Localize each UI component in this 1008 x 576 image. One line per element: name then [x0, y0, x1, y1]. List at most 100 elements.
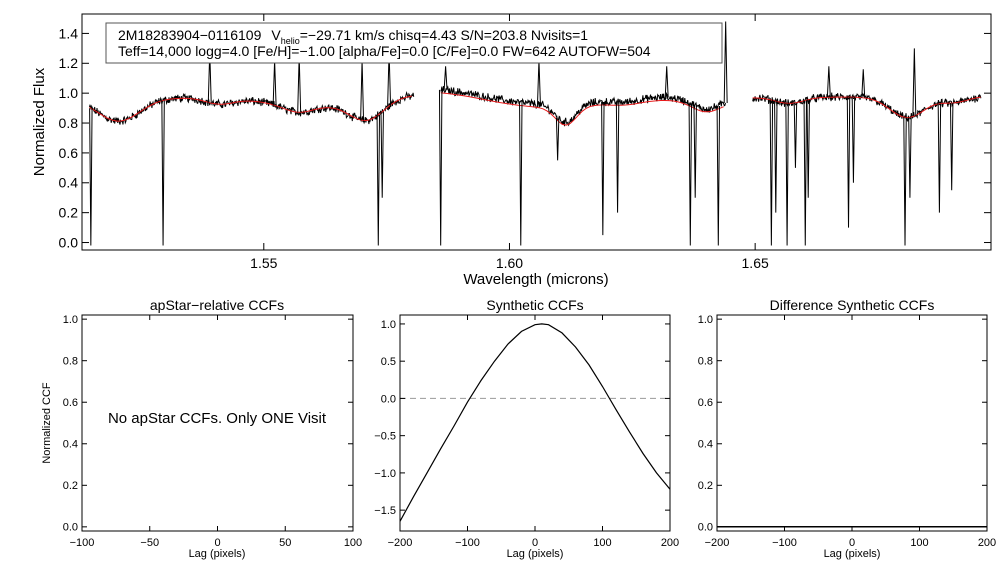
apstar-ccf-message: No apStar CCFs. Only ONE Visit: [108, 410, 327, 427]
spectrum-emission-spike: [826, 66, 831, 98]
apstar-ccf-xlabel: Lag (pixels): [189, 548, 246, 560]
difference-ccf-ytick-label: 0.8: [698, 356, 713, 368]
spectrum-bad-pixel-spike: [161, 100, 165, 246]
spectrum-ytick-label: 0.2: [59, 205, 79, 221]
spectrum-bad-pixel-spike: [949, 103, 954, 191]
spectrum-xtick-label: 1.55: [250, 255, 277, 271]
difference-ccf-ytick-label: 0.2: [698, 480, 713, 492]
difference-ccf-axes: −200 −100 0 100 200 0.0 0.2 0.4 0.6 0.8 1.0: [698, 314, 996, 549]
spectrum-bad-pixel-spike: [376, 114, 381, 246]
spectrum-info-line1: 2M18283904−0116109 Vhelio=−29.71 km/s chi…: [118, 27, 588, 46]
spectrum-xlabel: Wavelength (microns): [463, 271, 608, 288]
spectrum-ytick-label: 0.0: [59, 234, 79, 250]
spectrum-ytick-label: 0.4: [59, 175, 79, 191]
spectrum-chip-2-model: [440, 92, 724, 126]
spectrum-emission-spike: [272, 60, 277, 106]
synthetic-ccf-ytick-label: 0.0: [381, 393, 396, 405]
difference-ccf-xtick-label: 100: [910, 537, 928, 549]
difference-ccf-xtick-label: 200: [978, 537, 996, 549]
spectrum-bad-pixel-spike: [688, 103, 693, 246]
spectrum-bad-pixel-spike: [793, 102, 798, 168]
synthetic-ccf-xtick-label: −100: [455, 537, 480, 549]
apstar-ccf-xtick-label: 0: [214, 537, 220, 549]
apstar-ccf-axes: −100 −50 0 50 100 0.0 0.2 0.4 0.6 0.8 1.0: [63, 314, 362, 549]
difference-ccf-panel: Difference Synthetic CCFs −200 −100 0 100 20…: [698, 297, 996, 560]
spectrum-bad-pixel-spike: [89, 108, 93, 246]
synthetic-ccf-title: Synthetic CCFs: [486, 297, 583, 313]
synthetic-ccf-ytick-label: −0.5: [374, 431, 396, 443]
spectrum-bad-pixel-spike: [555, 117, 560, 161]
synthetic-ccf-xtick-label: −200: [388, 537, 413, 549]
difference-ccf-ytick-label: 0.0: [698, 522, 713, 534]
synthetic-ccf-panel: Synthetic CCFs −200 −100 0 100 200 −1.5 −1.0 −0…: [374, 297, 679, 560]
synthetic-ccf-xtick-label: 0: [532, 537, 538, 549]
spectrum-xtick-label: 1.65: [742, 255, 769, 271]
spectrum-bad-pixel-spike: [438, 89, 443, 246]
spectrum-xtick-label: 1.60: [496, 255, 523, 271]
synthetic-ccf-xtick-label: 100: [593, 537, 611, 549]
apstar-ccf-xtick-label: 100: [344, 537, 362, 549]
synthetic-ccf-ytick-label: −1.0: [374, 468, 396, 480]
spectrum-bad-pixel-spike: [716, 105, 721, 246]
spectrum-bad-pixel-spike: [601, 101, 605, 236]
spectrum-bad-pixel-spike: [693, 105, 697, 198]
spectrum-ylabel: Normalized Flux: [31, 67, 48, 176]
spectrum-emission-spike: [443, 66, 448, 91]
apstar-ccf-ytick-label: 0.0: [63, 522, 78, 534]
spectrum-bad-pixel-spike: [785, 103, 789, 246]
spectrum-ytick-label: 1.2: [59, 55, 79, 71]
apstar-ccf-title: apStar−relative CCFs: [150, 297, 284, 313]
difference-ccf-frame: [716, 314, 988, 532]
difference-ccf-ytick-label: 1.0: [698, 314, 713, 326]
spectrum-bad-pixel-spike: [806, 99, 810, 198]
synthetic-ccf-curve: [399, 323, 671, 522]
spectrum-emission-spike: [861, 69, 866, 98]
difference-ccf-ytick-label: 0.6: [698, 397, 713, 409]
spectrum-bad-pixel-spike: [908, 117, 912, 198]
spectrum-emission-spike: [536, 60, 541, 105]
spectrum-emission-spike: [360, 60, 365, 121]
synthetic-ccf-axes: −200 −100 0 100 200 −1.5 −1.0 −0.5 0.0 0.5 1.0: [374, 315, 679, 549]
difference-ccf-xlabel: Lag (pixels): [824, 548, 881, 560]
spectrum-bad-pixel-spike: [615, 102, 620, 213]
synthetic-ccf-ytick-label: 0.5: [381, 356, 396, 368]
apstar-ccf-panel: apStar−relative CCFs −100 −50 0 50 100 0.0 0.2…: [41, 297, 362, 560]
synthetic-ccf-ytick-label: 1.0: [381, 319, 396, 331]
apstar-ccf-xtick-label: −100: [70, 537, 95, 549]
spectrum-emission-spike: [912, 48, 917, 117]
spectrum-panel: 1.55 1.60 1.65 0.0 0.2 0.4 0.6 0.8 1.0 1.2 1.4 2M1…: [31, 13, 992, 288]
apstar-ccf-ylabel: Normalized CCF: [41, 382, 53, 464]
spectrum-bad-pixel-spike: [846, 97, 851, 228]
spectrum-info-line2: Teff=14,000 logg=4.0 [Fe/H]=−1.00 [alpha…: [118, 43, 651, 59]
spectrum-bad-pixel-spike: [519, 102, 523, 246]
info-line1-rest: =−29.71 km/s chisq=4.43 S/N=203.8 Nvisit…: [300, 27, 589, 43]
spectrum-chip-2-observed: [440, 85, 726, 127]
apstar-ccf-ytick-label: 1.0: [63, 314, 78, 326]
v-helio-label: V: [271, 27, 281, 43]
apstar-ccf-xtick-label: 50: [279, 537, 291, 549]
synthetic-ccf-xtick-label: 200: [661, 537, 679, 549]
spectrum-ytick-label: 1.4: [59, 25, 79, 41]
spectrum-emission-spike: [664, 66, 669, 98]
spectrum-bad-pixel-spike: [774, 101, 778, 213]
apstar-ccf-ytick-label: 0.4: [63, 439, 78, 451]
star-id: 2M18283904−0116109: [118, 27, 262, 43]
spectrum-emission-spike: [297, 55, 302, 113]
spectrum-frame: [81, 13, 992, 251]
apstar-ccf-ytick-label: 0.2: [63, 480, 78, 492]
spectrum-ytick-label: 1.0: [59, 85, 79, 101]
difference-ccf-xtick-label: 0: [849, 537, 855, 549]
spectrum-ytick-label: 0.6: [59, 145, 79, 161]
apstar-ccf-xtick-label: −50: [140, 537, 159, 549]
synthetic-ccf-xlabel: Lag (pixels): [507, 548, 564, 560]
spectrum-chip-1-model: [89, 95, 412, 122]
spectrum-info-box: [105, 22, 723, 64]
spectrum-bad-pixel-spike: [937, 103, 942, 213]
synthetic-ccf-ytick-label: −1.5: [374, 505, 396, 517]
spectrum-bad-pixel-spike: [803, 100, 807, 246]
spectrum-axes: 1.55 1.60 1.65 0.0 0.2 0.4 0.6 0.8 1.0 1.2 1.4: [59, 14, 991, 271]
difference-ccf-xtick-label: −100: [772, 537, 797, 549]
synthetic-ccf-plot-area: [399, 323, 671, 522]
spectrum-chip-1-observed: [88, 90, 415, 125]
